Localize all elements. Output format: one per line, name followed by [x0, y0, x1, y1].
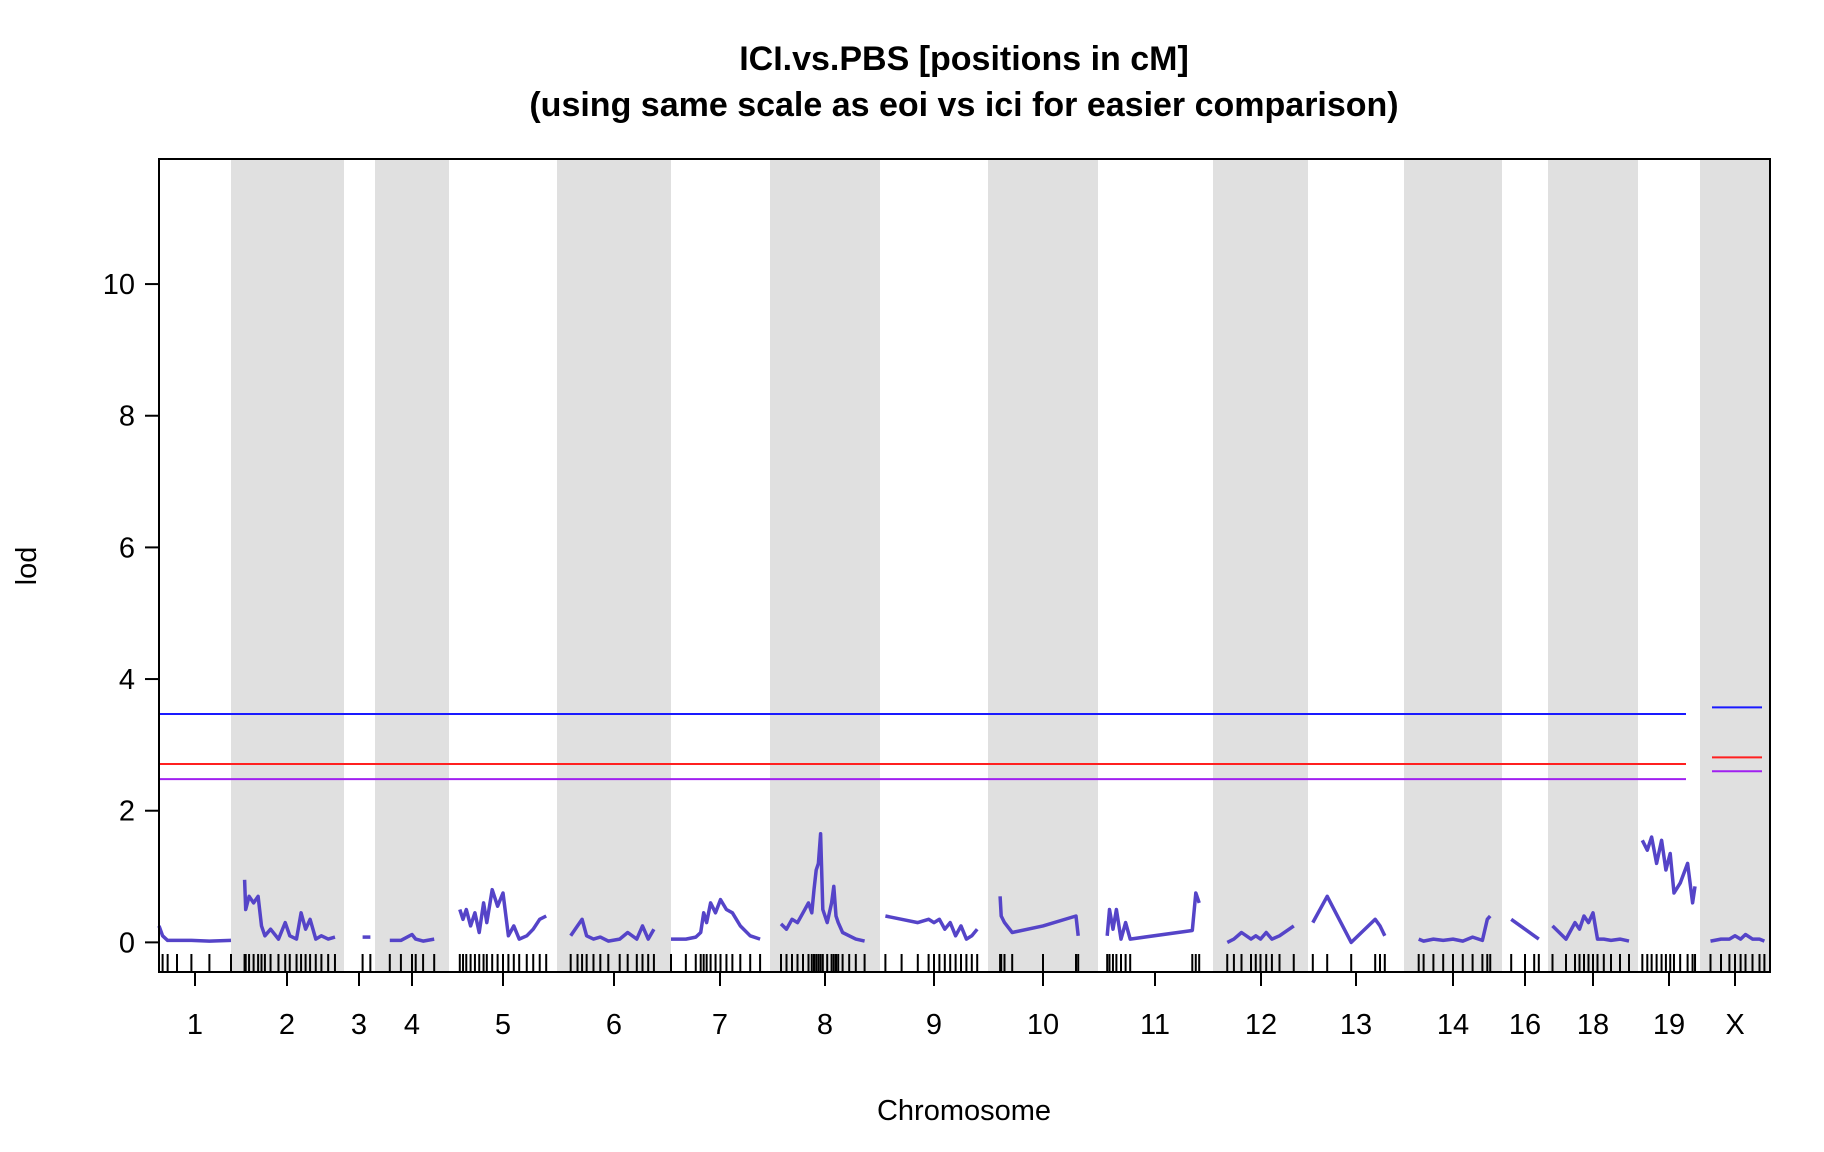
y-tick-label-2: 2 [119, 796, 135, 828]
chromosome-band-18 [1548, 159, 1638, 972]
x-tick-label-6: 6 [606, 1009, 622, 1041]
x-tick-label-18: 18 [1577, 1009, 1609, 1041]
lod-curve-chr-12 [1226, 924, 1295, 944]
y-tick-label-8: 8 [119, 401, 135, 433]
lod-curve-chr-8 [779, 832, 865, 943]
x-tick-label-2: 2 [279, 1009, 295, 1041]
x-tick-label-4: 4 [404, 1009, 420, 1041]
chromosome-band-6 [557, 159, 671, 972]
threshold-lines [159, 706, 1762, 781]
x-axis: 1 2 3 4 5 6 7 8 9 10 11 12 13 14 16 18 19 X [187, 972, 1745, 1041]
lod-curve-chr-X [1710, 932, 1766, 943]
chromosome-band-8 [770, 159, 880, 972]
chart-subtitle: (using same scale as eoi vs ici for easi… [529, 86, 1398, 124]
y-tick-label-6: 6 [119, 532, 135, 564]
x-tick-label-10: 10 [1027, 1009, 1059, 1041]
chromosome-band-12 [1213, 159, 1308, 972]
x-tick-label-11: 11 [1140, 1009, 1170, 1041]
chromosome-band-14 [1404, 159, 1502, 972]
chromosome-band-4 [375, 159, 449, 972]
y-tick-label-4: 4 [119, 664, 135, 696]
x-tick-label-13: 13 [1340, 1009, 1372, 1041]
chromosome-band-X [1700, 159, 1770, 972]
y-tick-label-10: 10 [103, 269, 135, 301]
lod-curve-chr-13 [1311, 894, 1387, 945]
lod-curve-chr-14 [1418, 914, 1492, 943]
lod-curve-chr-6 [569, 917, 656, 943]
y-tick-label-0: 0 [119, 927, 135, 959]
x-tick-label-16: 16 [1509, 1009, 1541, 1041]
marker-rug [158, 954, 1766, 972]
x-tick-label-9: 9 [926, 1009, 942, 1041]
lod-curve-chr-5 [458, 887, 547, 941]
lod-curve-chr-7 [671, 897, 761, 941]
y-axis-label: lod [11, 547, 43, 586]
lod-curve-chr-16 [1510, 917, 1540, 941]
lod-curve-chr-9 [885, 914, 979, 941]
plot-frame [158, 158, 1771, 973]
lod-curve-chr-1 [157, 925, 232, 943]
x-tick-label-X: X [1725, 1009, 1744, 1041]
chromosome-band-2 [231, 159, 344, 972]
lod-curves [157, 832, 1766, 945]
x-tick-label-3: 3 [351, 1009, 367, 1041]
lod-curve-chr-10 [998, 896, 1080, 936]
chart-title: ICI.vs.PBS [positions in cM] [739, 40, 1189, 78]
lod-curve-chr-11 [1105, 891, 1201, 941]
lod-curve-chr-19 [1640, 835, 1697, 905]
y-axis: 0 2 4 6 8 10 [103, 269, 159, 959]
x-tick-label-12: 12 [1245, 1009, 1277, 1041]
chromosome-bands [231, 159, 1770, 972]
x-tick-label-1: 1 [187, 1009, 203, 1041]
chromosome-band-10 [988, 159, 1098, 972]
x-tick-label-19: 19 [1653, 1009, 1685, 1041]
x-axis-label: Chromosome [877, 1095, 1051, 1127]
lod-curve-chr-4 [389, 932, 435, 943]
lod-curve-chr-2 [242, 879, 336, 941]
lod-curve-chr-18 [1551, 911, 1630, 943]
x-tick-label-14: 14 [1437, 1009, 1469, 1041]
x-tick-label-5: 5 [495, 1009, 511, 1041]
x-tick-label-8: 8 [817, 1009, 833, 1041]
x-tick-label-7: 7 [712, 1009, 728, 1041]
